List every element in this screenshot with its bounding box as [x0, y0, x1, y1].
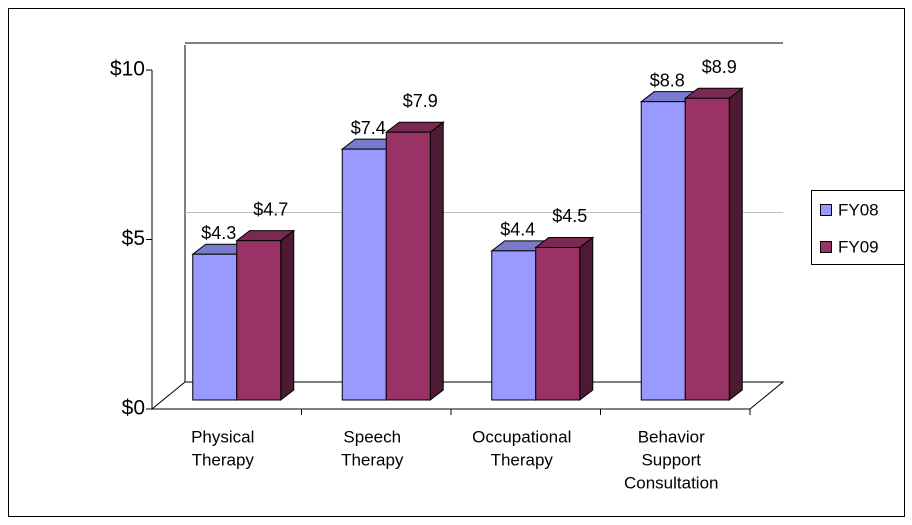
x-tick-label: Speech — [343, 427, 401, 446]
x-tick-label: Therapy — [192, 450, 255, 469]
chart-border — [8, 8, 905, 517]
value-label: $8.9 — [702, 57, 737, 77]
value-label: $4.4 — [500, 220, 535, 240]
value-label: $4.3 — [201, 223, 236, 243]
bar-side — [280, 229, 295, 402]
y-tick-label: $5 — [122, 227, 145, 250]
bar — [236, 240, 282, 401]
legend-swatch — [820, 204, 832, 216]
bar — [491, 250, 537, 401]
value-label: $4.5 — [552, 206, 587, 226]
x-tick-label: Therapy — [491, 450, 554, 469]
legend-label: FY09 — [838, 237, 879, 256]
x-tick-label: Occupational — [472, 427, 571, 446]
bar — [341, 148, 387, 401]
x-tick-label: Behavior — [638, 427, 705, 446]
y-tick-label: $10 — [110, 58, 145, 81]
bar — [640, 101, 686, 401]
x-tick-label: Consultation — [624, 473, 719, 492]
x-tick-label: Support — [641, 450, 701, 469]
bar-side — [579, 236, 594, 402]
x-tick-label: Physical — [191, 427, 254, 446]
value-label: $7.9 — [403, 91, 438, 111]
value-label: $4.7 — [253, 199, 288, 219]
bar — [535, 246, 581, 401]
bar — [385, 131, 431, 401]
x-tick-label: Therapy — [341, 450, 404, 469]
bar — [684, 97, 730, 401]
value-label: $8.8 — [650, 70, 685, 90]
bar-side — [429, 121, 444, 402]
legend-swatch — [820, 241, 832, 253]
value-label: $7.4 — [351, 118, 386, 138]
y-tick-label: $0 — [122, 397, 145, 420]
bar — [192, 253, 238, 401]
legend-label: FY08 — [838, 200, 879, 219]
bar-side — [728, 87, 743, 402]
